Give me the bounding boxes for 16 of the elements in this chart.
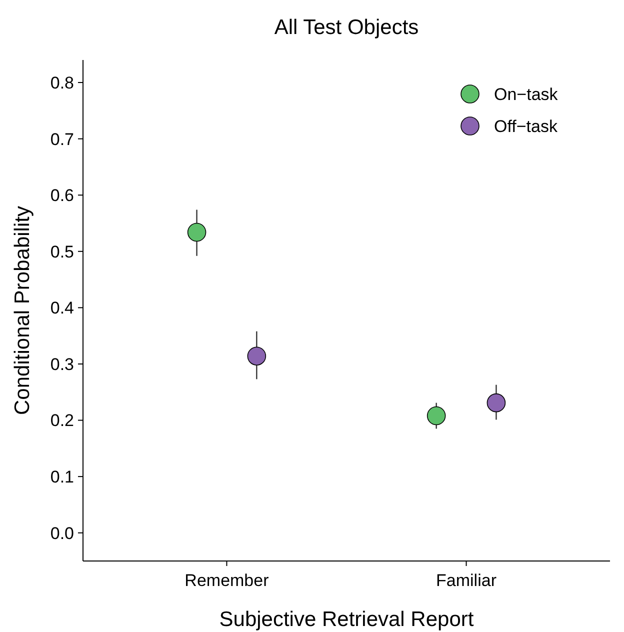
y-tick-label: 0.0 — [50, 524, 74, 543]
legend-label: On−task — [494, 84, 558, 104]
y-tick-label: 0.4 — [50, 298, 74, 318]
y-tick-label: 0.5 — [50, 242, 74, 262]
y-tick-label: 0.2 — [50, 411, 74, 430]
y-tick-label: 0.7 — [50, 130, 74, 149]
chart-title: All Test Objects — [274, 16, 419, 39]
y-tick-label: 0.3 — [50, 354, 74, 374]
x-tick-label: Remember — [184, 571, 270, 590]
x-axis-title: Subjective Retrieval Report — [219, 608, 474, 631]
y-axis-title: Conditional Probability — [11, 206, 34, 415]
y-tick-label: 0.8 — [50, 73, 74, 92]
y-tick-label: 0.6 — [50, 186, 74, 206]
x-tick-label: Familiar — [436, 571, 497, 590]
legend-label: Off−task — [494, 116, 558, 136]
y-tick-label: 0.1 — [50, 468, 74, 487]
